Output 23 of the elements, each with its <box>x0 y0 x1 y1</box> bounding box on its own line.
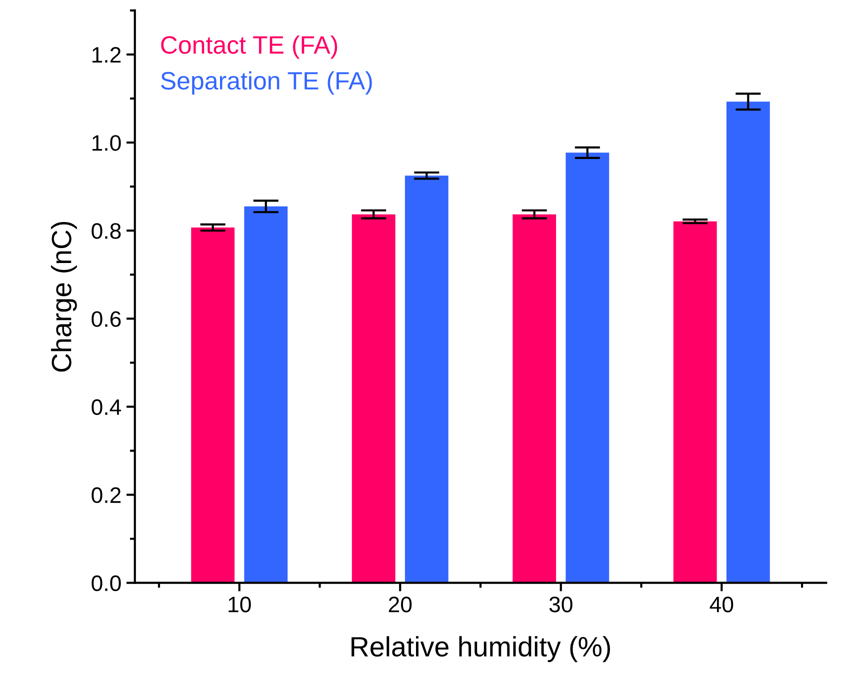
y-tick-label: 0.4 <box>92 399 122 415</box>
text: Contact TE (FA) <box>161 35 338 59</box>
bar <box>191 228 235 583</box>
bar <box>673 221 717 583</box>
x-tick-label: 30 <box>549 596 572 612</box>
y-tick-label: 0.6 <box>92 311 121 327</box>
bar <box>244 206 288 583</box>
x-tick-label: 10 <box>228 596 251 612</box>
x-tick-label: 20 <box>388 596 412 612</box>
bar <box>404 176 448 583</box>
text: Separation TE (FA) <box>161 71 372 95</box>
y-tick-label: 0.2 <box>92 487 121 504</box>
bar <box>352 214 396 583</box>
x-tick-label: 40 <box>710 596 734 612</box>
bar <box>512 214 556 583</box>
y-tick-label: 0.8 <box>92 223 121 239</box>
bar <box>566 152 610 583</box>
y-tick-label: 1.2 <box>92 47 121 63</box>
y-tick-label: 1.0 <box>92 135 121 151</box>
bar <box>726 102 770 583</box>
x-axis-title: Relative humidity (%) <box>352 636 610 662</box>
y-tick-label: 0.0 <box>92 575 121 592</box>
y-axis-title: Charge (nC) <box>51 222 77 372</box>
